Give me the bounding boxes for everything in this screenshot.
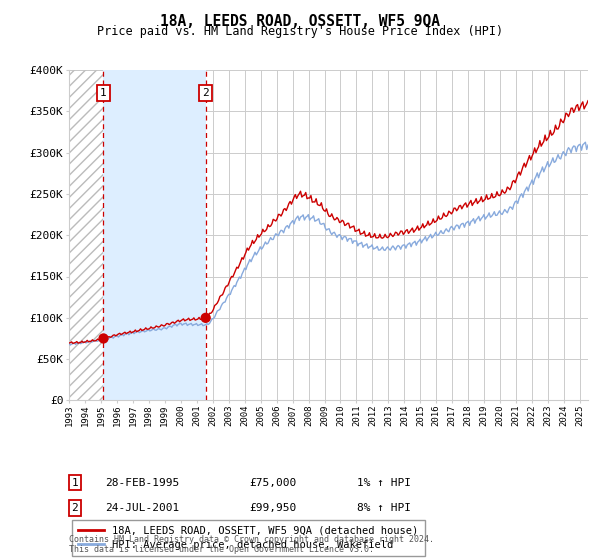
Bar [69,70,103,400]
Text: 18A, LEEDS ROAD, OSSETT, WF5 9QA: 18A, LEEDS ROAD, OSSETT, WF5 9QA [160,14,440,29]
Text: 8% ↑ HPI: 8% ↑ HPI [357,503,411,513]
Text: 24-JUL-2001: 24-JUL-2001 [105,503,179,513]
Text: 1% ↑ HPI: 1% ↑ HPI [357,478,411,488]
Point [201,314,211,323]
Text: 1: 1 [71,478,79,488]
Text: £75,000: £75,000 [249,478,296,488]
Text: 2: 2 [202,88,209,98]
Legend: 18A, LEEDS ROAD, OSSETT, WF5 9QA (detached house), HPI: Average price, detached : 18A, LEEDS ROAD, OSSETT, WF5 9QA (detach… [71,520,425,556]
Text: 2: 2 [71,503,79,513]
Text: 28-FEB-1995: 28-FEB-1995 [105,478,179,488]
Point [98,334,108,343]
Bar [103,70,206,400]
Text: 1: 1 [100,88,107,98]
Text: Price paid vs. HM Land Registry's House Price Index (HPI): Price paid vs. HM Land Registry's House … [97,25,503,38]
Text: £99,950: £99,950 [249,503,296,513]
Text: Contains HM Land Registry data © Crown copyright and database right 2024.
This d: Contains HM Land Registry data © Crown c… [69,535,434,554]
